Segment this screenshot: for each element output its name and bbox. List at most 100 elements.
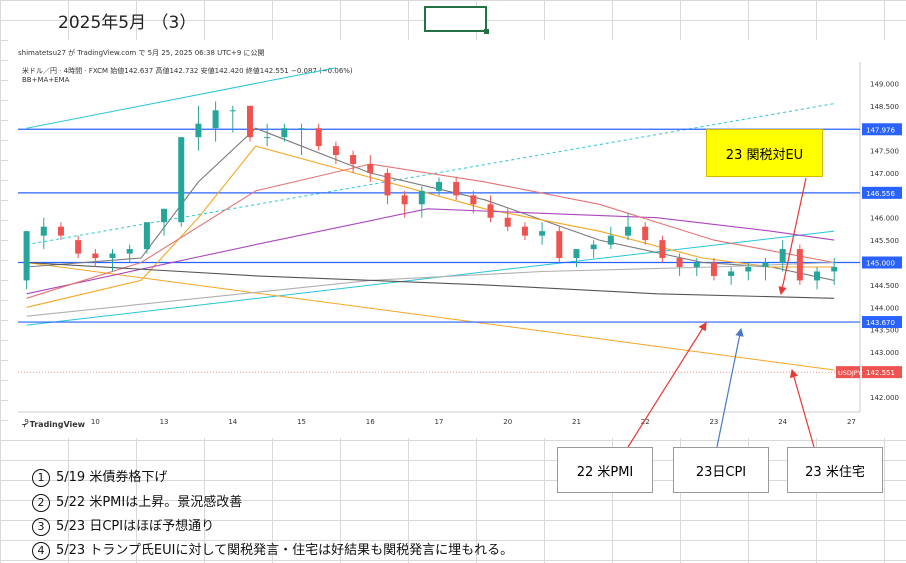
callout-us-pmi: 22 米PMI xyxy=(557,447,653,493)
symbol-tag xyxy=(836,366,860,379)
candle-body xyxy=(281,128,288,138)
note-text: 5/23 日CPIはほぼ予想通り xyxy=(56,519,215,534)
candle-body xyxy=(367,164,374,173)
candle-body xyxy=(728,271,735,276)
selected-cell[interactable] xyxy=(424,6,489,34)
candle-body xyxy=(212,110,219,129)
indicator-line xyxy=(26,127,835,281)
callout-us-housing: 23 米住宅 xyxy=(787,447,883,493)
candle-body xyxy=(590,244,597,250)
chart-panel: shimatetsu27 が TradingView.com で 5月 25, … xyxy=(8,40,906,438)
candle-body xyxy=(710,262,717,276)
y-tick-label: 144.000 xyxy=(870,304,899,312)
x-tick-label: 15 xyxy=(297,418,306,426)
note-2: 2 5/22 米PMIは上昇。景況感改善 xyxy=(32,491,242,512)
candle-body xyxy=(556,231,563,259)
note-number: 3 xyxy=(32,518,50,536)
candle-body xyxy=(453,181,460,196)
candle-body xyxy=(109,253,116,259)
x-tick-label: 10 xyxy=(91,418,100,426)
level-price-label: 143.670 xyxy=(866,319,895,327)
candle-body xyxy=(504,217,511,227)
y-tick-label: 143.000 xyxy=(870,349,899,357)
x-tick-label: 23 xyxy=(709,418,718,426)
level-price-tag xyxy=(862,186,902,199)
candle-body xyxy=(539,231,546,236)
candle-body xyxy=(298,128,305,130)
trendline xyxy=(26,103,835,246)
indicator-line xyxy=(26,145,835,308)
candle-body xyxy=(814,271,821,281)
candle-body xyxy=(659,240,666,259)
x-tick-label: 22 xyxy=(641,418,650,426)
candle-body xyxy=(315,128,322,147)
candle-body xyxy=(676,258,683,267)
candle-body xyxy=(40,226,47,236)
x-tick-label: 14 xyxy=(228,418,237,426)
symbol-label: USDJPY xyxy=(838,369,862,377)
candle-body xyxy=(246,105,253,138)
ohlc-line: 米ドル／円 · 4時間 · FXCM 始値142.637 高値142.732 安… xyxy=(22,67,353,75)
y-tick-label: 142.000 xyxy=(870,394,899,402)
candle-body xyxy=(487,204,494,218)
tradingview-logo-text: TradingView xyxy=(29,420,86,429)
x-tick-label: 27 xyxy=(847,418,856,426)
candle-body xyxy=(195,123,202,138)
x-tick-label: 24 xyxy=(778,418,787,426)
trendline xyxy=(26,67,336,129)
y-tick-label: 147.500 xyxy=(870,148,899,156)
candle-body xyxy=(779,249,786,263)
candle-body xyxy=(436,181,442,191)
candle-body xyxy=(92,253,99,259)
chart-attribution: shimatetsu27 が TradingView.com で 5月 25, … xyxy=(18,49,265,57)
candle-body xyxy=(796,249,803,281)
x-tick-label: 17 xyxy=(435,418,444,426)
callout-jp-cpi: 23日CPI xyxy=(673,447,769,493)
candle-body xyxy=(384,172,391,196)
candle-body xyxy=(75,240,82,254)
trendline xyxy=(26,230,835,326)
candle-body xyxy=(418,190,425,205)
note-1: 1 5/19 米債券格下げ xyxy=(32,466,167,487)
candle-body xyxy=(161,208,168,223)
y-tick-label: 145.500 xyxy=(870,237,899,245)
note-3: 3 5/23 日CPIはほぼ予想通り xyxy=(32,515,214,536)
x-tick-label: 13 xyxy=(160,418,169,426)
candle-body xyxy=(745,266,752,272)
indicator-line xyxy=(26,208,835,295)
note-text: 5/19 米債券格下げ xyxy=(56,470,168,485)
candle-body xyxy=(350,155,357,165)
indicator-line xyxy=(26,261,835,317)
callout-tariff-eu: 23 関税対EU xyxy=(706,129,823,177)
y-tick-label: 143.500 xyxy=(870,327,899,335)
candle-body xyxy=(521,226,528,236)
last-price-label: 142.551 xyxy=(866,369,895,377)
candle-body xyxy=(264,137,271,139)
note-number: 1 xyxy=(32,469,50,487)
level-price-tag xyxy=(862,316,902,329)
candle-body xyxy=(401,195,408,205)
candle-body xyxy=(573,249,580,259)
y-tick-label: 144.500 xyxy=(870,282,899,290)
candle-body xyxy=(607,235,614,245)
candle-body xyxy=(229,110,236,112)
level-price-tag xyxy=(862,256,902,269)
candle-body xyxy=(126,249,133,254)
candle-body xyxy=(178,137,185,223)
candle-body xyxy=(642,226,649,241)
note-4: 4 5/23 トランプ氏EUIに対して関税発言・住宅は好結果も関税発言に埋もれる。 xyxy=(32,539,513,560)
indicator-line xyxy=(26,163,835,299)
level-price-tag xyxy=(862,123,902,136)
indicator-label: BB+MA+EMA xyxy=(22,76,70,84)
candle-body xyxy=(625,226,632,236)
x-tick-label: 16 xyxy=(366,418,375,426)
y-tick-label: 149.000 xyxy=(870,80,899,88)
y-tick-label: 148.500 xyxy=(870,103,899,111)
level-price-label: 146.556 xyxy=(866,190,895,198)
y-tick-label: 146.000 xyxy=(870,215,899,223)
x-tick-label: 9 xyxy=(24,418,28,426)
indicator-line xyxy=(26,261,835,299)
note-number: 4 xyxy=(32,542,50,560)
candle-body xyxy=(762,262,769,267)
tradingview-logo: ⫟ TradingView xyxy=(22,420,86,429)
